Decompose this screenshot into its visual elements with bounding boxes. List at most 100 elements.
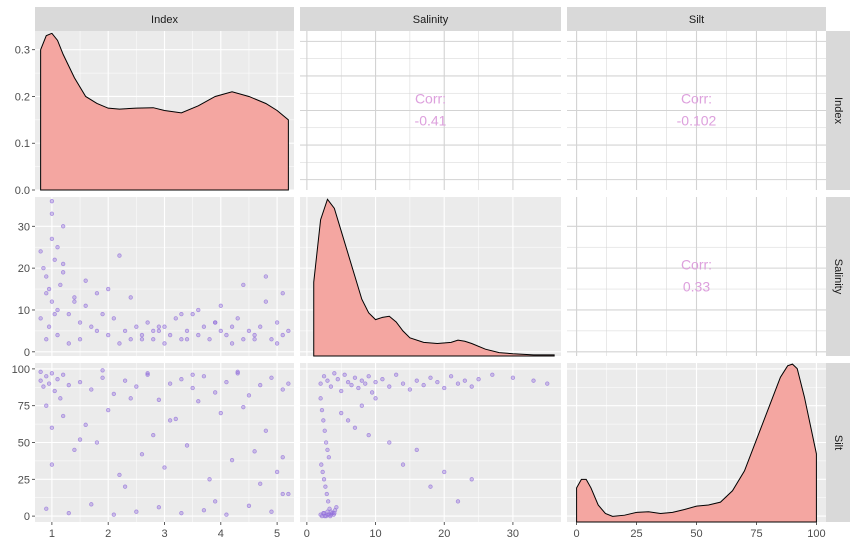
scatter-point xyxy=(224,512,229,517)
scatter-point xyxy=(134,509,139,514)
scatter-point xyxy=(122,484,128,489)
y-tick-label: 0.1 xyxy=(15,138,30,150)
scatter-point xyxy=(510,375,516,380)
scatter-point xyxy=(252,337,257,342)
scatter-point xyxy=(184,337,190,342)
scatter-point xyxy=(66,511,71,516)
panel-silt-silt xyxy=(567,363,826,523)
scatter-point xyxy=(52,257,57,262)
scatter-point xyxy=(442,469,447,475)
scatter-point xyxy=(339,410,344,416)
scatter-point xyxy=(469,384,474,389)
scatter-point xyxy=(162,465,167,470)
scatter-point xyxy=(167,332,173,338)
scatter-point xyxy=(89,324,94,329)
scatter-point xyxy=(44,274,49,279)
scatter-point xyxy=(72,295,77,300)
scatter-point xyxy=(339,388,344,394)
scatter-point xyxy=(128,337,133,342)
scatter-point xyxy=(61,224,66,229)
y-tick-label: 20 xyxy=(18,263,30,275)
density-silt xyxy=(576,363,817,523)
scatter-point xyxy=(207,477,212,482)
scatter-point xyxy=(280,455,285,460)
scatter-point xyxy=(241,282,246,288)
scatter-point xyxy=(83,422,88,427)
scatter-point xyxy=(173,316,178,321)
scatter-point xyxy=(428,375,433,380)
scatter-point xyxy=(352,425,358,430)
scatter-point xyxy=(246,328,252,334)
scatter-point xyxy=(72,447,77,453)
scatter-point xyxy=(218,410,223,416)
scatter-point xyxy=(66,382,71,388)
scatter-point xyxy=(44,403,49,408)
scatter-point xyxy=(196,399,201,404)
scatter-point xyxy=(263,274,268,279)
scatter-point xyxy=(469,477,474,482)
scatter-point xyxy=(55,377,60,382)
scatter-point xyxy=(196,307,201,313)
scatter-point xyxy=(269,375,274,380)
scatter-point xyxy=(77,379,83,385)
scatter-point xyxy=(224,332,229,338)
scatter-point xyxy=(179,511,184,516)
strip-right-salinity xyxy=(826,197,850,356)
scatter-point xyxy=(46,286,52,292)
scatter-point xyxy=(49,462,55,467)
scatter-point xyxy=(94,291,100,296)
scatter-point xyxy=(83,278,88,283)
scatter-point xyxy=(373,396,378,401)
scatter-point xyxy=(38,369,43,374)
scatter-point xyxy=(235,316,240,321)
scatter-point xyxy=(201,508,207,513)
x-tick-label: 75 xyxy=(750,528,762,540)
scatter-point xyxy=(213,320,218,325)
scatter-point xyxy=(156,397,162,402)
strip-right-silt xyxy=(826,363,850,522)
strip-top-salinity xyxy=(300,7,561,31)
scatter-point xyxy=(106,407,111,413)
scatter-point xyxy=(455,499,461,504)
scatter-point xyxy=(455,381,461,386)
scatter-point xyxy=(184,443,190,448)
scatter-point xyxy=(162,324,167,329)
scatter-point xyxy=(286,381,291,386)
scatter-point xyxy=(332,371,337,376)
scatter-point xyxy=(373,379,378,385)
scatter-point xyxy=(49,211,55,216)
x-tick-label: 10 xyxy=(369,528,381,540)
scatter-point xyxy=(414,447,419,453)
scatter-point xyxy=(190,372,195,377)
scatter-point xyxy=(263,299,268,304)
scatter-point xyxy=(46,381,52,386)
scatter-point xyxy=(241,405,246,410)
scatter-point xyxy=(61,372,66,377)
scatter-point xyxy=(421,382,426,388)
scatter-point xyxy=(49,236,55,241)
scatter-point xyxy=(462,378,467,383)
scatter-point xyxy=(106,332,111,338)
strip-right-index xyxy=(826,31,850,190)
scatter-point xyxy=(100,368,105,373)
scatter-point xyxy=(241,337,246,342)
scatter-point xyxy=(321,477,327,482)
corr-value: -0.102 xyxy=(677,113,717,129)
scatter-point xyxy=(218,303,223,308)
scatter-point xyxy=(196,332,201,338)
scatter-point xyxy=(179,312,184,317)
scatter-point xyxy=(280,387,285,392)
scatter-point xyxy=(366,374,371,379)
scatter-point xyxy=(321,511,326,516)
x-tick-label: 0 xyxy=(574,528,580,540)
scatter-point xyxy=(156,505,162,510)
scatter-point xyxy=(128,295,133,300)
scatter-point xyxy=(229,341,235,346)
scatter-point xyxy=(363,381,368,386)
scatter-point xyxy=(38,249,43,254)
scatter-point xyxy=(349,382,354,388)
x-tick-label: 20 xyxy=(438,528,450,540)
panel-salinity-salinity xyxy=(300,197,561,357)
scatter-point xyxy=(321,374,327,379)
panel-index-index xyxy=(35,31,294,191)
